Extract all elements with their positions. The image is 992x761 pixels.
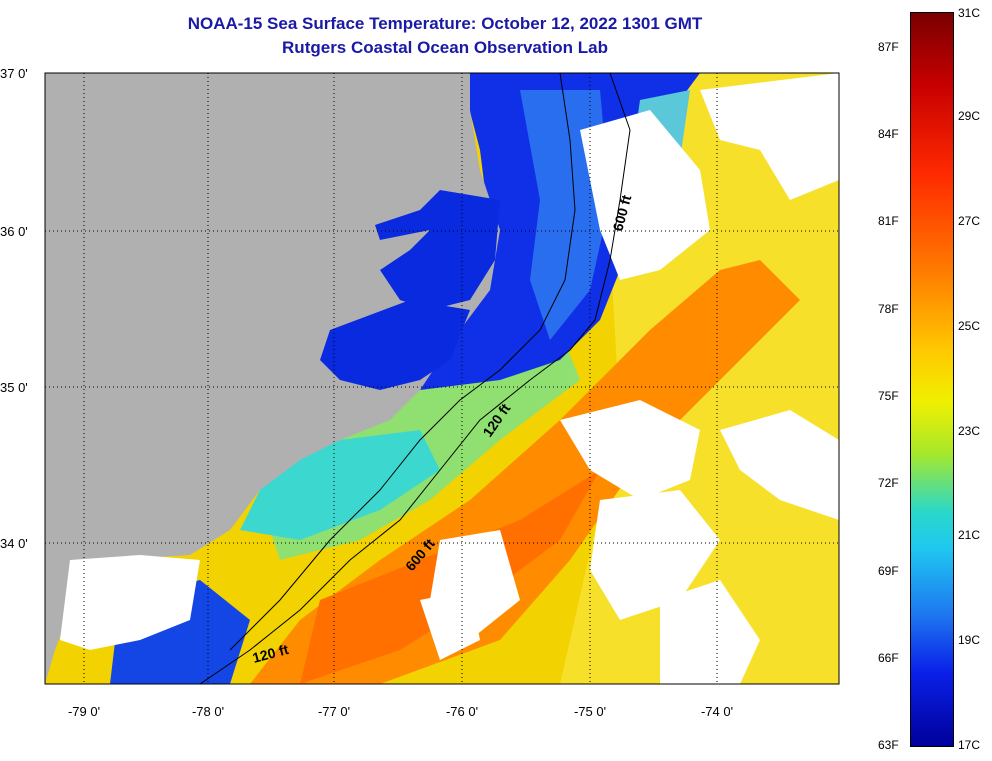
colorbar-c-label: 19C (958, 633, 981, 647)
graticule (45, 73, 839, 684)
shelf-cyan-region (240, 430, 440, 540)
colorbar-c-label: 25C (958, 319, 981, 333)
colorbar-c-label: 27C (958, 214, 981, 228)
lon-label: -77 0' (317, 704, 351, 719)
colorbar-c-label: 23C (958, 424, 981, 438)
colorbar-f-label: 78F (878, 302, 899, 316)
colorbar-f-label: 81F (878, 214, 899, 228)
colorbar-f-label: 84F (878, 127, 899, 141)
lon-label: -78 0' (191, 704, 225, 719)
map-frame (44, 72, 840, 685)
colorbar-f-label: 69F (878, 564, 899, 578)
map-subtitle: Rutgers Coastal Ocean Observation Lab (282, 38, 608, 57)
lon-label: -76 0' (445, 704, 479, 719)
lat-label: 35 0' (0, 380, 28, 395)
colorbar-f-label: 63F (878, 738, 899, 752)
colorbar-f-label: 87F (878, 40, 899, 54)
colorbar-c-label: 21C (958, 528, 981, 542)
albemarle-sound (375, 190, 500, 310)
cloud-cover (60, 73, 839, 684)
lon-label: -75 0' (573, 704, 607, 719)
lon-label: -79 0' (67, 704, 101, 719)
pamlico-sound (320, 300, 470, 390)
lon-label: -74 0' (700, 704, 734, 719)
lat-label: 37 0' (0, 66, 28, 81)
colorbar-f-label: 72F (878, 476, 899, 490)
colorbar-c-label: 29C (958, 109, 981, 123)
colorbar-c-label: 31C (958, 6, 981, 20)
map-title: NOAA-15 Sea Surface Temperature: October… (187, 14, 703, 33)
lat-label: 36 0' (0, 224, 28, 239)
isobath-600ft (199, 73, 631, 684)
colorbar-f-label: 75F (878, 389, 899, 403)
lat-label: 34 0' (0, 536, 28, 551)
colorbar-c-label: 17C (958, 738, 981, 752)
temperature-colorbar (910, 12, 954, 747)
colorbar-f-label: 66F (878, 651, 899, 665)
isobath-120ft (229, 73, 576, 651)
